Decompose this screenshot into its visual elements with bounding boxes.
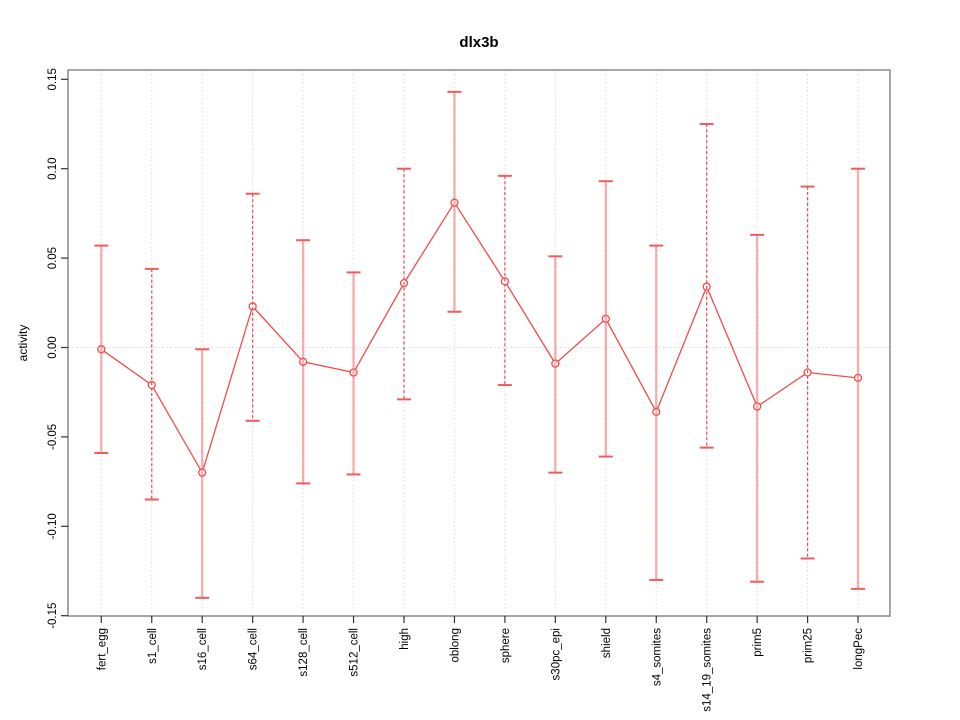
x-tick-label: longPec	[853, 628, 865, 670]
y-tick-label: 0.00	[47, 336, 59, 358]
x-tick-label: s14_19_somites	[702, 628, 714, 712]
y-tick-label: 0.05	[47, 247, 59, 269]
x-tick-label: prim5	[752, 628, 764, 657]
x-tick-label: s64_cell	[248, 628, 260, 670]
y-tick-label: -0.15	[47, 603, 59, 629]
y-tick-label: -0.10	[47, 513, 59, 539]
x-tick-label: prim25	[803, 628, 815, 663]
chart-title: dlx3b	[459, 34, 498, 51]
y-axis-label: activity	[16, 325, 30, 362]
series	[97, 198, 863, 477]
x-tick-label: s4_somites	[651, 628, 663, 686]
x-tick-label: s16_cell	[197, 628, 209, 670]
x-tick-label: fert_egg	[96, 628, 108, 670]
y-tick-label: 0.15	[47, 68, 59, 90]
x-tick-label: sphere	[500, 628, 512, 663]
x-tick-label: s1_cell	[147, 628, 159, 664]
x-tick-label: oblong	[449, 628, 461, 663]
y-tick-label: -0.05	[47, 424, 59, 450]
y-tick-label: 0.10	[47, 158, 59, 180]
x-tick-label: s512_cell	[349, 628, 361, 677]
gridlines	[68, 70, 890, 616]
x-tick-label: shield	[601, 628, 613, 658]
x-tick-label: high	[399, 628, 411, 650]
series-line	[100, 201, 859, 475]
error-bars	[94, 90, 866, 599]
x-tick-label: s30pc_epi	[550, 628, 562, 680]
x-tick-label: s128_cell	[298, 628, 310, 677]
plot-box	[67, 69, 891, 617]
axes: 0.15 0.10 0.05 0.00 -0.05 -0.10 -0.15 fert_egg s…	[47, 68, 891, 712]
